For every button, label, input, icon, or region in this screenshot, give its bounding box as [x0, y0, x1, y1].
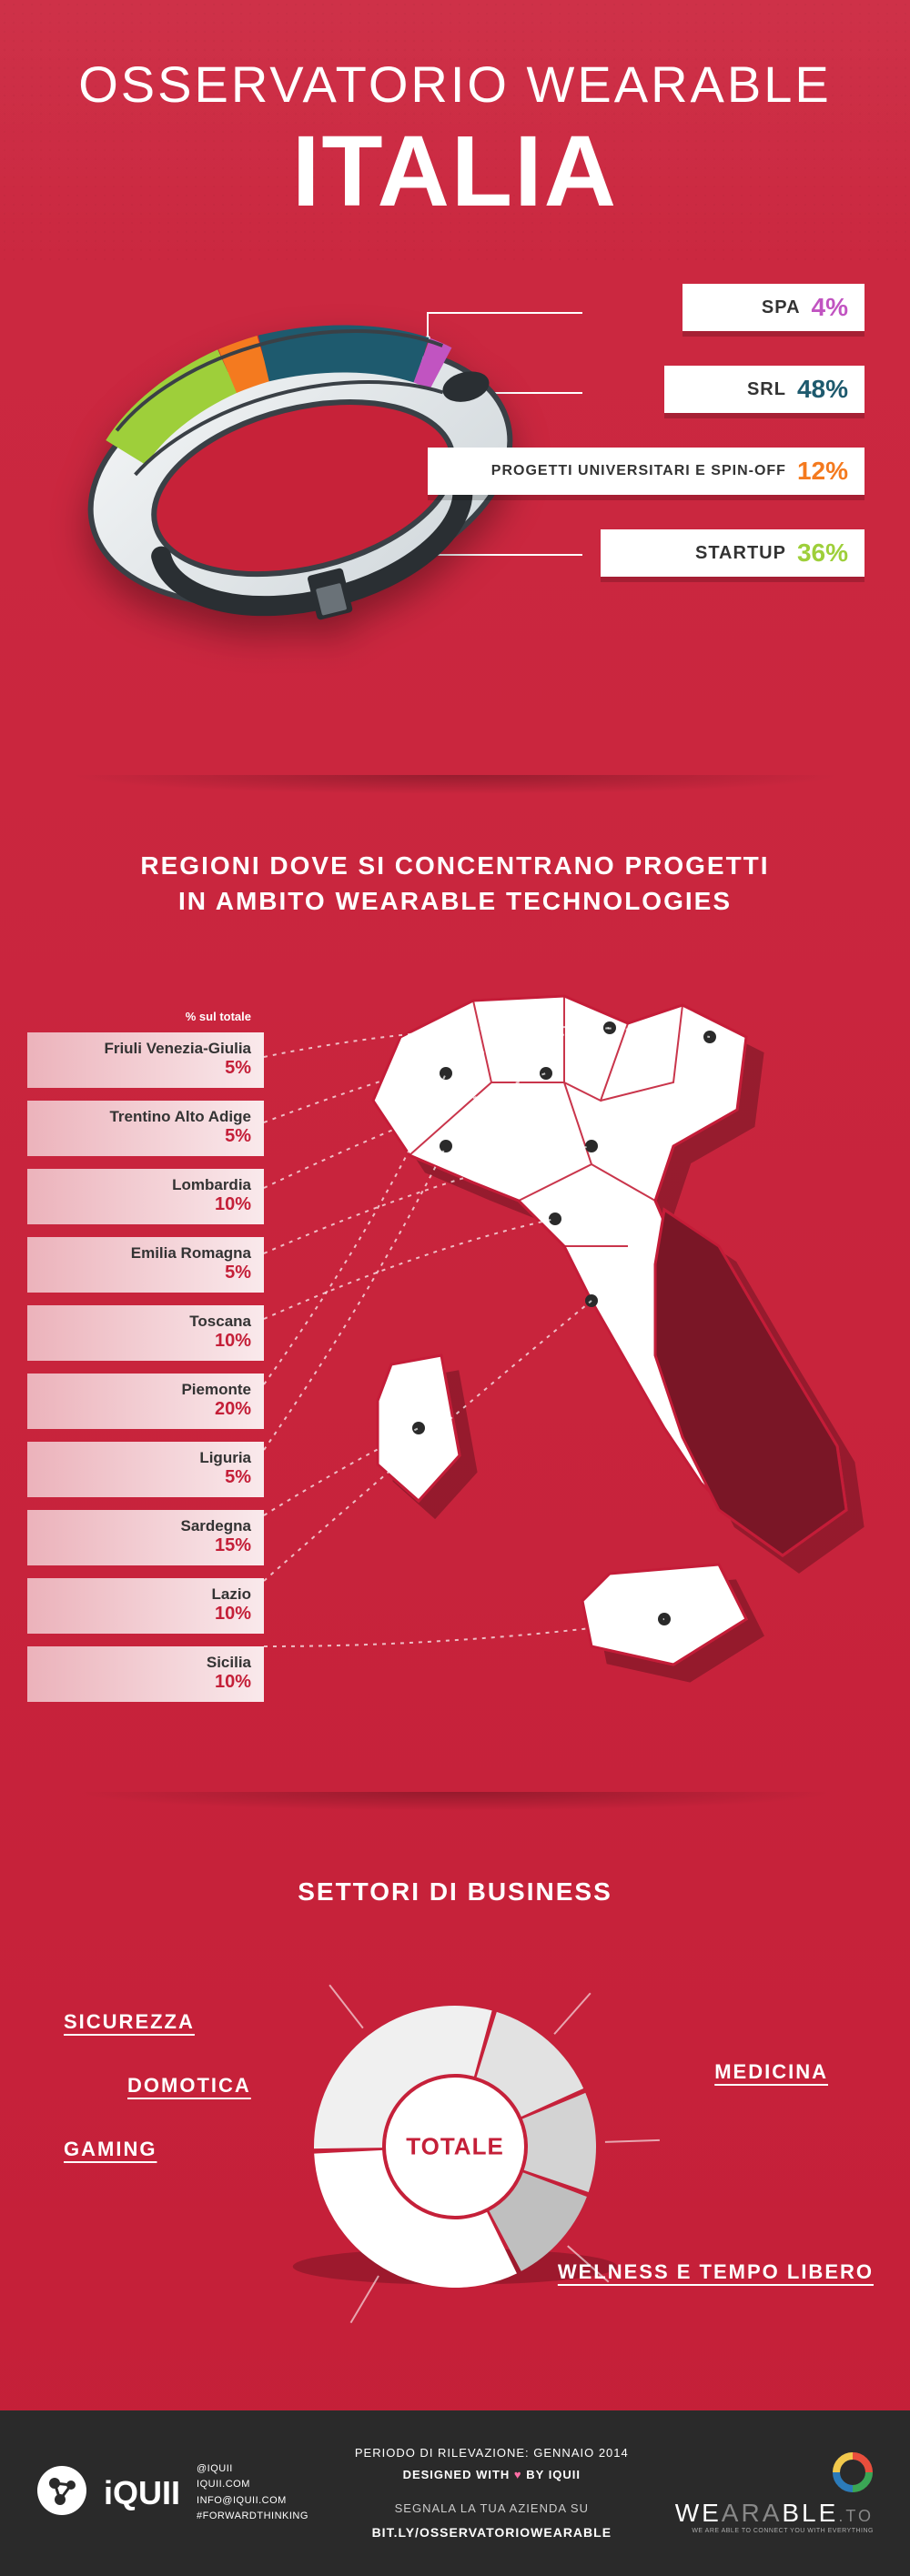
region-item: Piemonte20%: [27, 1374, 264, 1429]
legend-value: 12%: [797, 457, 848, 486]
heart-icon: ♥: [514, 2468, 522, 2481]
footer-right: WEARABLE.TO WE ARE ABLE TO CONNECT YOU W…: [675, 2451, 874, 2534]
legend-label: PROGETTI UNIVERSITARI E SPIN-OFF: [491, 463, 786, 479]
region-name: Lazio: [40, 1585, 251, 1604]
header: OSSERVATORIO WEARABLE ITALIA: [0, 0, 910, 266]
legend-label: STARTUP: [695, 543, 786, 564]
region-name: Piemonte: [40, 1381, 251, 1399]
sector-label-medicina: MEDICINA: [714, 2060, 828, 2084]
region-item: Liguria5%: [27, 1442, 264, 1497]
region-pct: 20%: [40, 1399, 251, 1420]
company-type-legend: SPA 4% SRL 48% PROGETTI UNIVERSITARI E S…: [391, 284, 864, 611]
region-name: Trentino Alto Adige: [40, 1108, 251, 1126]
footer-brand: iQUII: [104, 2474, 180, 2512]
footer-contact-lines: @IQUII IQUII.COM INFO@IQUII.COM #FORWARD…: [197, 2461, 308, 2525]
donut-chart: TOTALE SICUREZZA DOMOTICA GAMING MEDICIN…: [46, 1956, 864, 2338]
region-pct: 5%: [40, 1467, 251, 1488]
map-area: % sul totale Friuli Venezia-Giulia5%Tren…: [36, 973, 874, 1719]
region-list-header: % sul totale: [27, 1010, 264, 1023]
sector-label-sicurezza: SICUREZZA: [64, 2010, 195, 2034]
region-pct: 5%: [40, 1058, 251, 1079]
region-pct: 5%: [40, 1263, 251, 1283]
wearable-logo-text: WEARABLE.TO: [675, 2499, 874, 2528]
legend-srl: SRL 48%: [664, 366, 864, 413]
region-name: Liguria: [40, 1449, 251, 1467]
footer-designed: DESIGNED WITH ♥ BY IQUII: [355, 2464, 629, 2487]
italy-map: [291, 973, 883, 1701]
region-pct: 10%: [40, 1672, 251, 1693]
region-item: Lazio10%: [27, 1578, 264, 1634]
sector-label-welness: WELNESS E TEMPO LIBERO: [558, 2260, 874, 2284]
donut-center-label: TOTALE: [406, 2132, 504, 2160]
italy-south-inactive: [655, 1210, 846, 1555]
region-name: Emilia Romagna: [40, 1244, 251, 1263]
footer-link: BIT.LY/OSSERVATORIOWEARABLE: [355, 2521, 629, 2545]
section-company-types: SPA 4% SRL 48% PROGETTI UNIVERSITARI E S…: [0, 266, 910, 775]
region-pct: 10%: [40, 1604, 251, 1625]
legend-value: 4%: [812, 293, 848, 322]
legend-label: SRL: [747, 379, 786, 400]
region-item: Sicilia10%: [27, 1646, 264, 1702]
footer-center: PERIODO DI RILEVAZIONE: GENNAIO 2014 DES…: [355, 2442, 629, 2545]
section-divider: [0, 1792, 910, 1819]
iquii-logo-icon: [36, 2465, 87, 2521]
footer-left: iQUII @IQUII IQUII.COM INFO@IQUII.COM #F…: [36, 2461, 308, 2525]
region-list: % sul totale Friuli Venezia-Giulia5%Tren…: [27, 1010, 264, 1715]
section-business-sectors: SETTORI DI BUSINESS TOTALE SICUREZZA DOM…: [0, 1819, 910, 2410]
region-name: Sardegna: [40, 1517, 251, 1535]
wearable-ring-icon: [832, 2451, 874, 2493]
section-regions: REGIONI DOVE SI CONCENTRANO PROGETTI IN …: [0, 802, 910, 1792]
sector-label-gaming: GAMING: [64, 2138, 157, 2161]
region-item: Friuli Venezia-Giulia5%: [27, 1032, 264, 1088]
legend-startup: STARTUP 36%: [601, 529, 864, 577]
region-pct: 5%: [40, 1126, 251, 1147]
legend-label: SPA: [762, 297, 801, 318]
region-name: Lombardia: [40, 1176, 251, 1194]
infographic-root: OSSERVATORIO WEARABLE ITALIA: [0, 0, 910, 2576]
legend-spa: SPA 4%: [682, 284, 864, 331]
region-pct: 15%: [40, 1535, 251, 1556]
legend-value: 36%: [797, 538, 848, 568]
region-item: Toscana10%: [27, 1305, 264, 1361]
footer-tagline: WE ARE ABLE TO CONNECT YOU WITH EVERYTHI…: [675, 2528, 874, 2534]
legend-value: 48%: [797, 375, 848, 404]
region-item: Trentino Alto Adige5%: [27, 1101, 264, 1156]
region-pct: 10%: [40, 1331, 251, 1352]
region-item: Sardegna15%: [27, 1510, 264, 1565]
region-name: Friuli Venezia-Giulia: [40, 1040, 251, 1058]
region-item: Emilia Romagna5%: [27, 1237, 264, 1293]
region-name: Sicilia: [40, 1654, 251, 1672]
legend-univ: PROGETTI UNIVERSITARI E SPIN-OFF 12%: [428, 448, 864, 495]
footer: iQUII @IQUII IQUII.COM INFO@IQUII.COM #F…: [0, 2410, 910, 2576]
title-line-2: ITALIA: [36, 114, 874, 229]
sector-label-domotica: DOMOTICA: [127, 2074, 251, 2098]
section-divider: [0, 775, 910, 802]
section-title: REGIONI DOVE SI CONCENTRANO PROGETTI IN …: [36, 848, 874, 919]
title-line-1: OSSERVATORIO WEARABLE: [36, 55, 874, 114]
region-item: Lombardia10%: [27, 1169, 264, 1224]
region-name: Toscana: [40, 1313, 251, 1331]
section-title: SETTORI DI BUSINESS: [36, 1874, 874, 1909]
region-pct: 10%: [40, 1194, 251, 1215]
